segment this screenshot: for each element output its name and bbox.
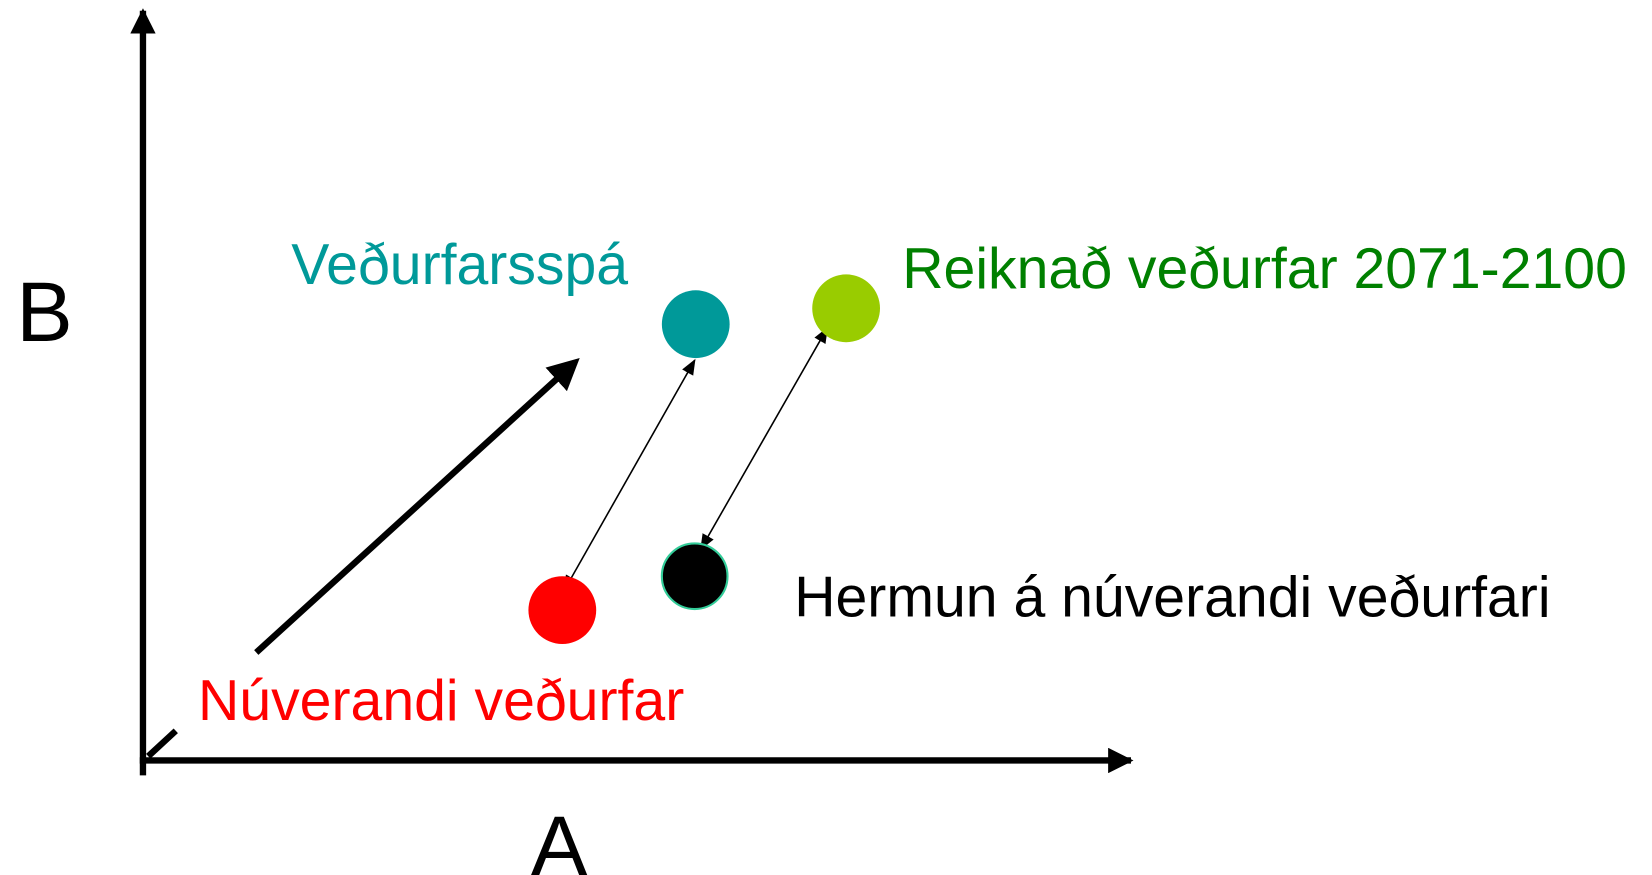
simulation-label: Hermun á núverandi veðurfari xyxy=(794,565,1550,629)
simulation-point xyxy=(660,542,729,611)
trend-arrow xyxy=(254,358,580,655)
current-point xyxy=(528,576,597,644)
x-axis-label: A xyxy=(531,798,588,875)
double-arrow xyxy=(563,358,696,592)
forecast-label: Veðurfarsspá xyxy=(291,233,628,297)
computed-label: Reiknað veðurfar 2071-2100 xyxy=(902,237,1627,301)
trend-arrow-start xyxy=(146,728,178,759)
computed-point xyxy=(812,274,881,343)
current-label: Núverandi veðurfar xyxy=(198,669,684,733)
double-arrow xyxy=(700,327,828,551)
y-axis-label: B xyxy=(16,264,73,359)
forecast-point xyxy=(661,290,730,359)
